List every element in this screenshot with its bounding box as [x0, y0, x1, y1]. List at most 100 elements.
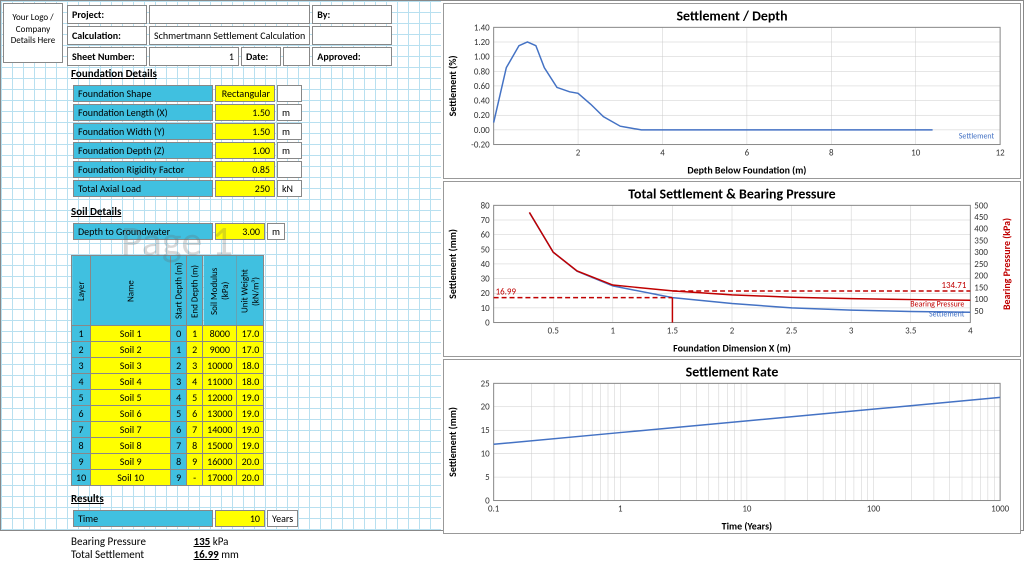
- fd-value[interactable]: 0.85: [215, 161, 275, 178]
- soil-layer: 6: [72, 406, 91, 422]
- svg-text:Settlement: Settlement: [959, 132, 995, 142]
- soil-layer: 5: [72, 390, 91, 406]
- soil-table: LayerNameStart Depth (m)End Depth (m)Soi…: [71, 255, 264, 486]
- fd-value[interactable]: 250: [215, 180, 275, 197]
- soil-mod[interactable]: 16000: [203, 454, 237, 470]
- svg-text:134.71: 134.71: [941, 280, 966, 291]
- soil-name[interactable]: Soil 10: [91, 470, 171, 486]
- soil-mod[interactable]: 10000: [203, 358, 237, 374]
- project-value[interactable]: [149, 5, 310, 24]
- soil-name[interactable]: Soil 5: [91, 390, 171, 406]
- fd-label: Foundation Depth (Z): [73, 142, 213, 159]
- svg-text:0.00: 0.00: [474, 125, 490, 136]
- fd-unit: m: [277, 142, 302, 159]
- soil-uw[interactable]: 19.0: [237, 390, 264, 406]
- soil-name[interactable]: Soil 6: [91, 406, 171, 422]
- soil-name[interactable]: Soil 3: [91, 358, 171, 374]
- time-value[interactable]: 10: [215, 510, 265, 527]
- svg-text:0.20: 0.20: [474, 110, 490, 121]
- soil-name[interactable]: Soil 9: [91, 454, 171, 470]
- svg-text:10: 10: [481, 303, 491, 314]
- soil-mod[interactable]: 9000: [203, 342, 237, 358]
- soil-mod[interactable]: 11000: [203, 374, 237, 390]
- svg-text:450: 450: [974, 212, 988, 223]
- soil-end[interactable]: -: [187, 470, 203, 486]
- svg-text:8: 8: [829, 147, 834, 158]
- soil-name[interactable]: Soil 7: [91, 422, 171, 438]
- soil-uw[interactable]: 20.0: [237, 470, 264, 486]
- foundation-title: Foundation Details: [71, 67, 431, 80]
- ts-value: 16.99: [194, 548, 219, 561]
- fd-value[interactable]: 1.50: [215, 123, 275, 140]
- soil-end[interactable]: 4: [187, 374, 203, 390]
- by-value[interactable]: [312, 26, 392, 45]
- svg-text:10: 10: [911, 147, 921, 158]
- soil-layer: 10: [72, 470, 91, 486]
- svg-text:10: 10: [481, 448, 491, 459]
- svg-text:10: 10: [742, 503, 752, 514]
- fd-value[interactable]: Rectangular: [215, 85, 275, 102]
- fd-value[interactable]: 1.50: [215, 104, 275, 121]
- soil-name[interactable]: Soil 4: [91, 374, 171, 390]
- svg-text:0: 0: [485, 317, 490, 328]
- gw-unit: m: [267, 223, 285, 240]
- soil-uw[interactable]: 17.0: [237, 326, 264, 342]
- soil-uw[interactable]: 19.0: [237, 406, 264, 422]
- svg-text:100: 100: [974, 294, 988, 305]
- svg-text:Settlement / Depth: Settlement / Depth: [676, 7, 787, 24]
- soil-uw[interactable]: 18.0: [237, 358, 264, 374]
- svg-text:2: 2: [576, 147, 581, 158]
- soil-mod[interactable]: 14000: [203, 422, 237, 438]
- soil-end[interactable]: 5: [187, 390, 203, 406]
- soil-mod[interactable]: 13000: [203, 406, 237, 422]
- svg-text:0.40: 0.40: [474, 96, 490, 107]
- chart-settlement-rate: Settlement Rate0.111010010000510152025Ti…: [443, 359, 1021, 535]
- svg-text:200: 200: [974, 270, 988, 281]
- soil-start: 9: [171, 470, 187, 486]
- bp-label: Bearing Pressure: [71, 535, 191, 548]
- soil-uw[interactable]: 20.0: [237, 454, 264, 470]
- svg-text:50: 50: [974, 306, 984, 317]
- svg-text:70: 70: [481, 215, 491, 226]
- soil-name[interactable]: Soil 8: [91, 438, 171, 454]
- soil-end[interactable]: 8: [187, 438, 203, 454]
- soil-mod[interactable]: 8000: [203, 326, 237, 342]
- soil-mod[interactable]: 15000: [203, 438, 237, 454]
- calc-value[interactable]: Schmertmann Settlement Calculation: [149, 26, 310, 45]
- soil-uw[interactable]: 19.0: [237, 438, 264, 454]
- soil-end[interactable]: 1: [187, 326, 203, 342]
- svg-text:-0.20: -0.20: [471, 140, 490, 151]
- svg-text:80: 80: [481, 200, 491, 211]
- soil-end[interactable]: 6: [187, 406, 203, 422]
- soil-uw[interactable]: 17.0: [237, 342, 264, 358]
- soil-end[interactable]: 3: [187, 358, 203, 374]
- soil-uw[interactable]: 18.0: [237, 374, 264, 390]
- svg-text:1.40: 1.40: [474, 22, 490, 33]
- svg-text:Total Settlement & Bearing Pre: Total Settlement & Bearing Pressure: [628, 185, 835, 202]
- soil-start: 7: [171, 438, 187, 454]
- fd-unit: m: [277, 123, 302, 140]
- soil-name[interactable]: Soil 2: [91, 342, 171, 358]
- soil-layer: 8: [72, 438, 91, 454]
- soil-end[interactable]: 7: [187, 422, 203, 438]
- svg-text:100: 100: [867, 503, 881, 514]
- fd-label: Foundation Rigidity Factor: [73, 161, 213, 178]
- svg-text:12: 12: [996, 147, 1006, 158]
- svg-text:3.5: 3.5: [905, 325, 916, 336]
- soil-header: Unit Weight (kN/m³): [237, 256, 264, 326]
- ts-label: Total Settlement: [71, 548, 191, 561]
- svg-text:1000: 1000: [991, 503, 1010, 514]
- fd-unit: m: [277, 104, 302, 121]
- results-table: Time10Years: [71, 508, 300, 529]
- soil-uw[interactable]: 19.0: [237, 422, 264, 438]
- svg-text:3: 3: [849, 325, 854, 336]
- soil-mod[interactable]: 12000: [203, 390, 237, 406]
- gw-value[interactable]: 3.00: [215, 223, 265, 240]
- soil-end[interactable]: 9: [187, 454, 203, 470]
- soil-mod[interactable]: 17000: [203, 470, 237, 486]
- soil-start: 4: [171, 390, 187, 406]
- fd-value[interactable]: 1.00: [215, 142, 275, 159]
- soil-end[interactable]: 2: [187, 342, 203, 358]
- soil-name[interactable]: Soil 1: [91, 326, 171, 342]
- svg-text:15: 15: [481, 425, 490, 436]
